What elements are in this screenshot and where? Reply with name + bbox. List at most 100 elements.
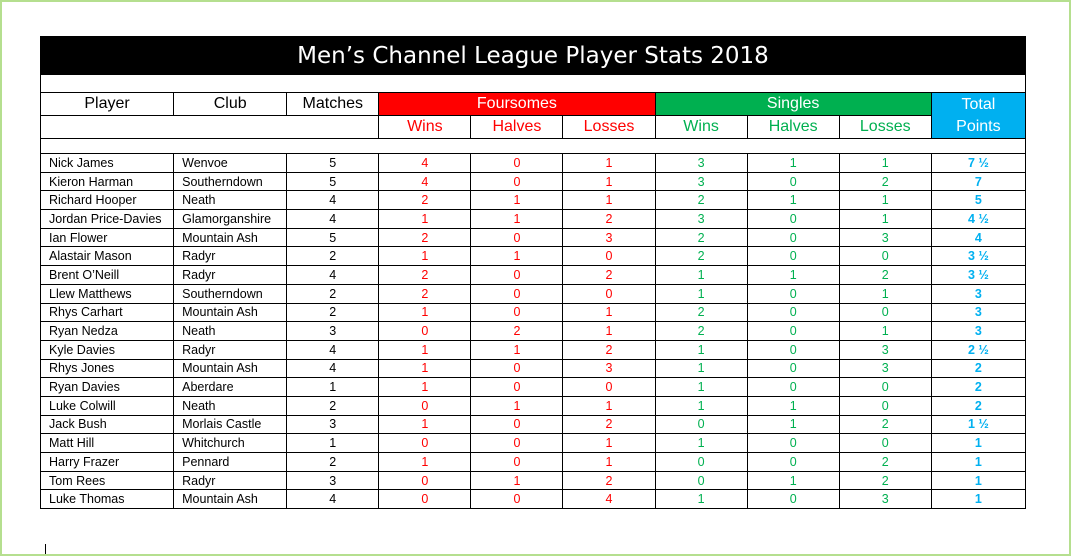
cell-pts: 5 [930,190,1027,211]
header-club: Club [173,92,288,116]
cell-club: Southerndown [173,283,288,304]
cell-club: Radyr [173,470,288,491]
cell-fl: 1 [562,153,656,173]
cell-sw: 2 [654,190,748,211]
cell-fl: 0 [562,377,656,397]
table-row: Tom Rees Radyr 3 0 1 2 0 1 2 1 [39,470,1027,491]
cell-pts: 1 ½ [930,414,1027,435]
cell-sl: 1 [838,209,932,229]
cell-sl: 2 [838,452,932,472]
cell-fl: 3 [562,227,656,248]
blank-row [40,74,1026,93]
cell-pts: 3 ½ [930,265,1027,285]
table-row: Rhys Carhart Mountain Ash 2 1 0 1 2 0 0 3 [39,302,1027,323]
cell-matches: 4 [286,190,380,211]
cell-player: Alastair Mason [39,246,175,267]
cell-fh: 1 [470,190,564,211]
cell-fw: 1 [378,358,472,379]
header-foursomes: Foursomes [378,92,656,116]
cell-club: Radyr [173,265,288,285]
cell-matches: 4 [286,265,380,285]
table-row: Kieron Harman Southerndown 5 4 0 1 3 0 2 7 [39,171,1027,192]
cell-club: Mountain Ash [173,302,288,323]
cell-sw: 1 [654,433,748,453]
cell-fh: 1 [470,246,564,267]
header-total-line2: Points [956,117,1001,135]
table-row: Jack Bush Morlais Castle 3 1 0 2 0 1 2 1 ½ [39,414,1027,435]
cell-matches: 4 [286,489,380,510]
cell-fh: 0 [470,452,564,472]
cell-club: Wenvoe [173,153,288,173]
cell-fl: 1 [562,321,656,341]
cell-fl: 1 [562,190,656,211]
cell-matches: 2 [286,283,380,304]
cell-sw: 1 [654,489,748,510]
cell-player: Jack Bush [39,414,175,435]
table-row: Luke Colwill Neath 2 0 1 1 1 1 0 2 [39,395,1027,416]
cell-club: Mountain Ash [173,227,288,248]
stats-sheet: Men’s Channel League Player Stats 2018 P… [39,36,1027,510]
cell-fh: 1 [470,470,564,491]
cell-fh: 1 [470,209,564,229]
spacer-row [40,138,1026,154]
cell-sw: 2 [654,302,748,323]
cell-sh: 0 [746,377,840,397]
cell-sh: 0 [746,433,840,453]
cell-fw: 0 [378,433,472,453]
cell-sw: 0 [654,470,748,491]
cell-sh: 1 [746,153,840,173]
text-cursor [45,544,46,554]
header-total-points: Total Points [930,92,1027,139]
table-row: Ryan Davies Aberdare 1 1 0 0 1 0 0 2 [39,377,1027,397]
cell-sh: 0 [746,489,840,510]
cell-sh: 0 [746,171,840,192]
cell-pts: 1 [930,452,1027,472]
cell-sw: 3 [654,171,748,192]
cell-pts: 2 [930,358,1027,379]
cell-player: Rhys Carhart [39,302,175,323]
cell-fw: 4 [378,153,472,173]
cell-player: Harry Frazer [39,452,175,472]
table-row: Richard Hooper Neath 4 2 1 1 2 1 1 5 [39,190,1027,211]
player-stats-table: Men’s Channel League Player Stats 2018 P… [39,36,1027,510]
cell-fh: 2 [470,321,564,341]
cell-fl: 3 [562,358,656,379]
cell-matches: 1 [286,377,380,397]
cell-sh: 1 [746,414,840,435]
cell-pts: 1 [930,433,1027,453]
cell-club: Radyr [173,246,288,267]
cell-club: Whitchurch [173,433,288,453]
cell-fl: 2 [562,339,656,360]
table-row: Alastair Mason Radyr 2 1 1 0 2 0 0 3 ½ [39,246,1027,267]
cell-fh: 0 [470,358,564,379]
cell-sw: 1 [654,265,748,285]
cell-fw: 1 [378,302,472,323]
table-row: Ryan Nedza Neath 3 0 2 1 2 0 1 3 [39,321,1027,341]
cell-club: Neath [173,190,288,211]
table-row: Ian Flower Mountain Ash 5 2 0 3 2 0 3 4 [39,227,1027,248]
cell-fw: 2 [378,190,472,211]
table-row: Matt Hill Whitchurch 1 0 0 1 1 0 0 1 [39,433,1027,453]
cell-matches: 3 [286,321,380,341]
subheader-singles-losses: Losses [838,115,932,139]
cell-sl: 2 [838,470,932,491]
cell-sl: 2 [838,265,932,285]
table-row: Luke Thomas Mountain Ash 4 0 0 4 1 0 3 1 [39,489,1027,510]
cell-matches: 1 [286,433,380,453]
cell-pts: 3 ½ [930,246,1027,267]
cell-sh: 0 [746,302,840,323]
cell-pts: 7 ½ [930,153,1027,173]
cell-fl: 1 [562,302,656,323]
cell-sh: 0 [746,246,840,267]
table-row: Rhys Jones Mountain Ash 4 1 0 3 1 0 3 2 [39,358,1027,379]
cell-fw: 2 [378,227,472,248]
cell-sw: 1 [654,283,748,304]
cell-fw: 0 [378,489,472,510]
cell-fh: 0 [470,283,564,304]
cell-player: Matt Hill [39,433,175,453]
cell-fw: 4 [378,171,472,192]
cell-club: Mountain Ash [173,358,288,379]
cell-club: Aberdare [173,377,288,397]
cell-sh: 0 [746,321,840,341]
